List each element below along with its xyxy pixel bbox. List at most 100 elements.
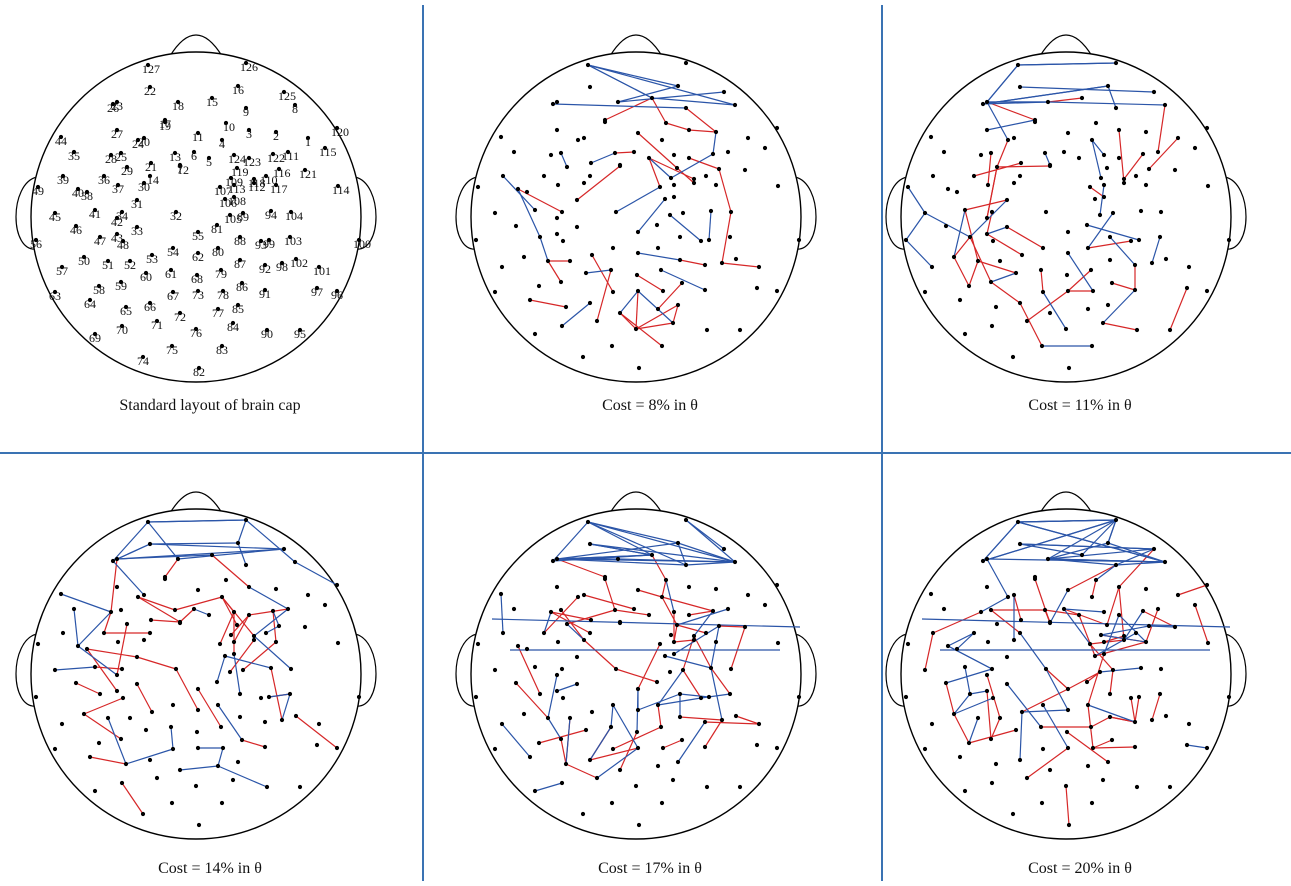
connection-edge-red	[635, 304, 679, 330]
connection-edge-blue	[986, 119, 1036, 131]
electrode-label: 52	[124, 258, 136, 272]
electrode-label: 122	[267, 151, 285, 165]
electrode-label: 56	[30, 237, 42, 251]
connection-edge-blue	[1107, 85, 1117, 109]
electrode-label: 29	[121, 164, 133, 178]
connection-edge-blue	[1042, 704, 1069, 749]
connection-edge-blue	[237, 542, 247, 566]
electrode-dot	[989, 209, 995, 215]
head-diagram-cost-20	[885, 491, 1247, 840]
electrode-dot	[1047, 620, 1053, 626]
electrode-dot	[124, 621, 130, 627]
electrode-dot	[1098, 632, 1104, 638]
electrode-dot	[671, 651, 677, 657]
electrode-dot	[945, 643, 951, 649]
electrode-dot	[195, 250, 201, 256]
electrode-dot	[227, 212, 233, 218]
electrode-dot	[195, 229, 201, 235]
connection-edge-blue	[1186, 744, 1208, 749]
electrode-dot	[655, 306, 661, 312]
electrode-dot	[1133, 630, 1139, 636]
connection-edge-blue	[953, 697, 994, 715]
electrode-dot	[217, 184, 223, 190]
electrode-dot	[708, 208, 714, 214]
electrode-dot	[1184, 285, 1190, 291]
connection-edge-red	[596, 269, 612, 322]
connection-edge-blue	[587, 521, 736, 563]
connection-edge-red	[211, 554, 250, 588]
head-diagram-cost-17	[455, 491, 817, 840]
electrode-dot	[335, 640, 341, 646]
electrode-dot	[634, 272, 640, 278]
electrode-dot	[756, 721, 762, 727]
electrode-dot	[1018, 617, 1024, 623]
electrode-dot	[500, 630, 506, 636]
electrode-dot	[560, 238, 566, 244]
electrode-dot	[473, 694, 479, 700]
electrode-dot	[170, 702, 176, 708]
electrode-label: 27	[111, 127, 123, 141]
electrode-dot	[683, 562, 689, 568]
electrode-dot	[234, 165, 240, 171]
electrode-dot	[114, 99, 120, 105]
electrode-dot	[191, 606, 197, 612]
connection-edge-blue	[268, 693, 291, 698]
electrode-dot	[1092, 653, 1098, 659]
electrode-dot	[988, 607, 994, 613]
electrode-label: 70	[116, 323, 128, 337]
connection-edge-blue	[1017, 62, 1117, 66]
electrode-dot	[1011, 637, 1017, 643]
electrode-dot	[631, 149, 637, 155]
electrode-dot	[796, 237, 802, 243]
electrode-dot	[609, 343, 615, 349]
electrode-dot	[922, 746, 928, 752]
electrode-label: 72	[174, 310, 186, 324]
long-connection-edge	[491, 618, 801, 628]
electrode-dot	[612, 607, 618, 613]
electrode-dot	[1101, 609, 1107, 615]
electrode-dot	[657, 184, 663, 190]
connection-edge-blue	[587, 64, 736, 106]
electrode-dot	[237, 257, 243, 263]
electrode-label: 63	[49, 289, 61, 303]
electrode-dot	[962, 207, 968, 213]
electrode-dot	[114, 556, 120, 562]
connection-edge-red	[547, 260, 562, 283]
electrode-dot	[691, 633, 697, 639]
connection-edge-blue	[125, 748, 174, 765]
electrode-dot	[215, 245, 221, 251]
electrode-label: 65	[120, 304, 132, 318]
electrode-dot	[1186, 721, 1192, 727]
electrode-dot	[997, 715, 1003, 721]
electrode-dot	[262, 262, 268, 268]
electrode-dot	[929, 264, 935, 270]
connection-edge-red	[657, 282, 683, 310]
scalp-outline	[470, 508, 802, 840]
connection-edge-blue	[610, 704, 614, 728]
electrode-dot	[967, 691, 973, 697]
electrode-dot	[193, 326, 199, 332]
electrode-dot	[240, 210, 246, 216]
connection-edge-red	[1021, 688, 1069, 713]
electrode-label: 84	[227, 320, 239, 334]
connection-edge-blue	[651, 97, 736, 106]
electrode-dot	[1047, 767, 1053, 773]
electrode-dot	[177, 163, 183, 169]
electrode-dot	[966, 740, 972, 746]
vertical-divider-1	[422, 5, 424, 881]
electrode-label: 73	[192, 288, 204, 302]
electrode-dot	[1186, 264, 1192, 270]
connection-edge-blue	[907, 186, 926, 214]
electrode-dot	[659, 343, 665, 349]
connection-edge-blue	[905, 239, 933, 268]
connection-edge-blue	[560, 152, 568, 168]
electrode-dot	[574, 224, 580, 230]
electrode-label: 4	[219, 137, 225, 151]
connection-edge-blue	[685, 561, 736, 566]
electrode-dot	[554, 688, 560, 694]
electrode-dot	[1065, 229, 1071, 235]
connection-edge-red	[175, 668, 199, 711]
connection-edge-blue	[1047, 542, 1109, 560]
electrode-dot	[774, 582, 780, 588]
electrode-dot	[1132, 719, 1138, 725]
